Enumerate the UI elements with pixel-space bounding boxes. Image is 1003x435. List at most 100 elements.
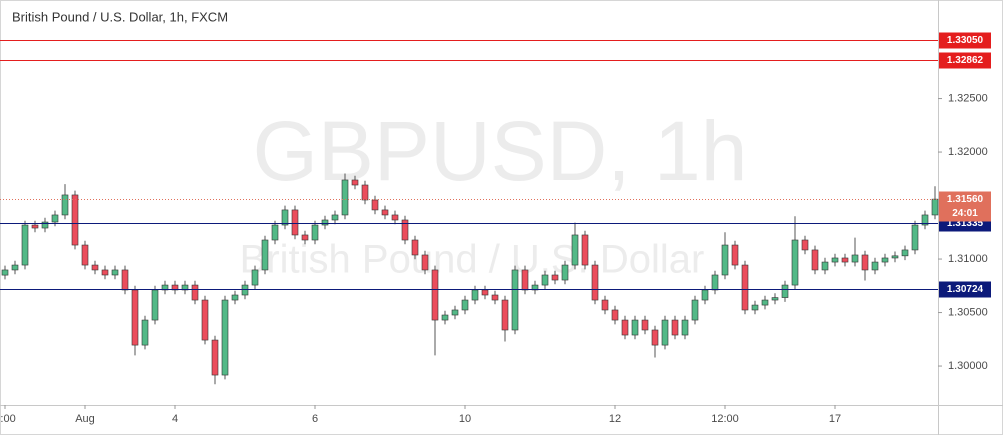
x-tick-label: 17: [829, 413, 841, 425]
candle-body: [901, 249, 909, 257]
candle-body: [731, 244, 739, 266]
candle-body: [891, 255, 899, 259]
candle-body: [631, 319, 639, 336]
candle-body: [311, 224, 319, 241]
candle-body: [921, 214, 929, 226]
candle-body: [351, 179, 359, 186]
candle-body: [571, 234, 579, 266]
watermark-description: British Pound / U.S. Dollar: [240, 238, 705, 282]
candle-body: [91, 264, 99, 271]
candle-body: [591, 264, 599, 301]
candle-body: [801, 239, 809, 251]
candle-body: [261, 239, 269, 271]
x-tick-label: 4: [172, 413, 178, 425]
candle-body: [381, 209, 389, 216]
x-tick-label: 6: [312, 413, 318, 425]
x-tick-label: 12:00: [711, 413, 739, 425]
candle-body: [621, 319, 629, 336]
x-tick-label: Aug: [75, 413, 95, 425]
candle-body: [131, 289, 139, 346]
candle-body: [751, 304, 759, 311]
candle-body: [111, 269, 119, 276]
candle-body: [51, 214, 59, 223]
candle-body: [61, 194, 69, 216]
candle-body: [521, 269, 529, 291]
candle-body: [241, 284, 249, 296]
candle-body: [11, 264, 19, 271]
candle-body: [821, 261, 829, 271]
candle-body: [461, 299, 469, 311]
level-label: 1.31335: [947, 218, 984, 229]
candle-body: [721, 244, 729, 276]
candle-body: [411, 239, 419, 256]
candle-body: [421, 254, 429, 271]
y-tick-label: 1.31000: [948, 253, 988, 265]
candle-body: [141, 319, 149, 346]
y-tick-label: 1.32500: [948, 92, 988, 104]
candle-body: [501, 299, 509, 331]
candle-body: [711, 274, 719, 291]
candle-body: [581, 234, 589, 266]
candle-body: [331, 214, 339, 221]
candle-body: [81, 244, 89, 266]
candle-body: [151, 289, 159, 321]
candle-body: [371, 199, 379, 211]
candle-body: [251, 269, 259, 286]
candle-body: [491, 294, 499, 301]
candle-body: [271, 224, 279, 241]
candle-body: [451, 309, 459, 316]
candle-body: [191, 284, 199, 301]
candle-body: [671, 319, 679, 336]
candle-body: [681, 319, 689, 336]
chart-title: British Pound / U.S. Dollar, 1h, FXCM: [12, 9, 228, 24]
candle-body: [761, 299, 769, 306]
candle-body: [281, 209, 289, 226]
candle-body: [701, 289, 709, 301]
candle-body: [211, 339, 219, 376]
level-label: 1.33050: [947, 35, 984, 46]
candle-body: [321, 219, 329, 226]
candle-body: [911, 224, 919, 251]
candle-body: [641, 319, 649, 331]
candle-body: [71, 194, 79, 246]
candle-body: [691, 299, 699, 321]
candle-body: [121, 269, 129, 291]
candle-body: [561, 264, 569, 281]
level-label: 1.30724: [947, 284, 984, 295]
candle-body: [21, 224, 29, 266]
candle-body: [101, 269, 109, 276]
candle-body: [31, 224, 39, 229]
candle-body: [861, 254, 869, 271]
candle-body: [401, 219, 409, 241]
level-label: 1.32862: [947, 55, 984, 66]
candle-body: [781, 284, 789, 298]
candle-body: [871, 261, 879, 271]
x-tick-label: 10: [459, 413, 471, 425]
candle-body: [881, 257, 889, 263]
candle-body: [41, 221, 49, 229]
candle-body: [291, 209, 299, 236]
y-tick-label: 1.30000: [948, 360, 988, 372]
y-tick-label: 1.30500: [948, 306, 988, 318]
candle-body: [611, 309, 619, 321]
candle-body: [811, 249, 819, 271]
candle-body: [511, 269, 519, 331]
candle-body: [831, 257, 839, 263]
current-price-box: [939, 191, 991, 222]
candle-body: [741, 264, 749, 311]
candle-body: [441, 314, 449, 321]
candle-body: [931, 198, 939, 216]
candle-body: [201, 299, 209, 341]
candle-body: [301, 234, 309, 241]
candle-body: [601, 299, 609, 311]
candle-body: [231, 294, 239, 301]
y-tick-label: 1.32000: [948, 146, 988, 158]
candle-body: [841, 257, 849, 263]
level-label-box: [939, 52, 991, 69]
candle-body: [791, 239, 799, 286]
candle-body: [661, 319, 669, 346]
candle-body: [431, 269, 439, 321]
candle-body: [341, 179, 349, 216]
